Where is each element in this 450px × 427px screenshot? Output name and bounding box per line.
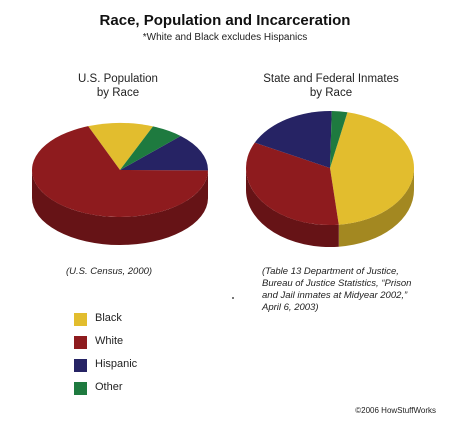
pie-slice-black bbox=[88, 123, 153, 170]
source-note-inmates-line-1: (Table 13 Department of Justice, bbox=[262, 266, 399, 277]
pie-side-white bbox=[32, 170, 208, 245]
legend-swatch-hispanic bbox=[74, 359, 87, 372]
source-note-inmates-line-4: April 6, 2003) bbox=[262, 302, 319, 313]
pie-side-walls bbox=[32, 170, 208, 245]
pie-chart-population bbox=[32, 123, 208, 245]
chart-title-population-line-1: U.S. Population bbox=[78, 73, 158, 85]
source-note-population-line-1: (U.S. Census, 2000) bbox=[66, 266, 153, 277]
pie-slice-white bbox=[32, 126, 208, 217]
pie-side-white bbox=[246, 168, 339, 247]
stray-dot bbox=[232, 297, 234, 299]
legend-label-white: White bbox=[95, 335, 124, 347]
pie-side-black bbox=[338, 168, 414, 247]
legend-swatch-black bbox=[74, 313, 87, 326]
pie-slice-hispanic bbox=[120, 135, 208, 171]
source-note-inmates: (Table 13 Department of Justice, Bureau … bbox=[262, 266, 411, 314]
legend-swatch-white bbox=[74, 336, 87, 349]
pie-slice-hispanic bbox=[254, 111, 332, 168]
page-subtitle: *White and Black excludes Hispanics bbox=[142, 32, 308, 43]
pie-slice-white bbox=[246, 142, 339, 225]
chart-title-inmates-line-2: by Race bbox=[309, 87, 353, 99]
pie-slice-other bbox=[120, 126, 181, 170]
chart-title-population-line-2: by Race bbox=[96, 87, 140, 99]
legend-label-black: Black bbox=[95, 312, 122, 324]
page-title: Race, Population and Incarceration bbox=[99, 12, 351, 29]
pie-side-walls bbox=[246, 168, 414, 247]
source-note-inmates-line-2: Bureau of Justice Statistics, “Prison bbox=[262, 278, 412, 289]
pie-slice-other bbox=[330, 111, 348, 168]
legend-swatch-other bbox=[74, 382, 87, 395]
source-note-inmates-line-3: and Jail inmates at Midyear 2002,” bbox=[262, 290, 408, 301]
legend-label-hispanic: Hispanic bbox=[95, 358, 138, 370]
pie-chart-inmates bbox=[246, 111, 414, 247]
chart-title-inmates: State and Federal Inmates by Race bbox=[246, 72, 416, 100]
source-note-population: (U.S. Census, 2000) bbox=[66, 266, 152, 278]
copyright-notice: ©2006 HowStuffWorks bbox=[355, 406, 436, 415]
chart-title-inmates-line-1: State and Federal Inmates bbox=[263, 73, 399, 85]
chart-title-population: U.S. Population by Race bbox=[38, 72, 198, 100]
legend-label-other: Other bbox=[95, 381, 123, 393]
pie-slice-black bbox=[330, 112, 414, 225]
